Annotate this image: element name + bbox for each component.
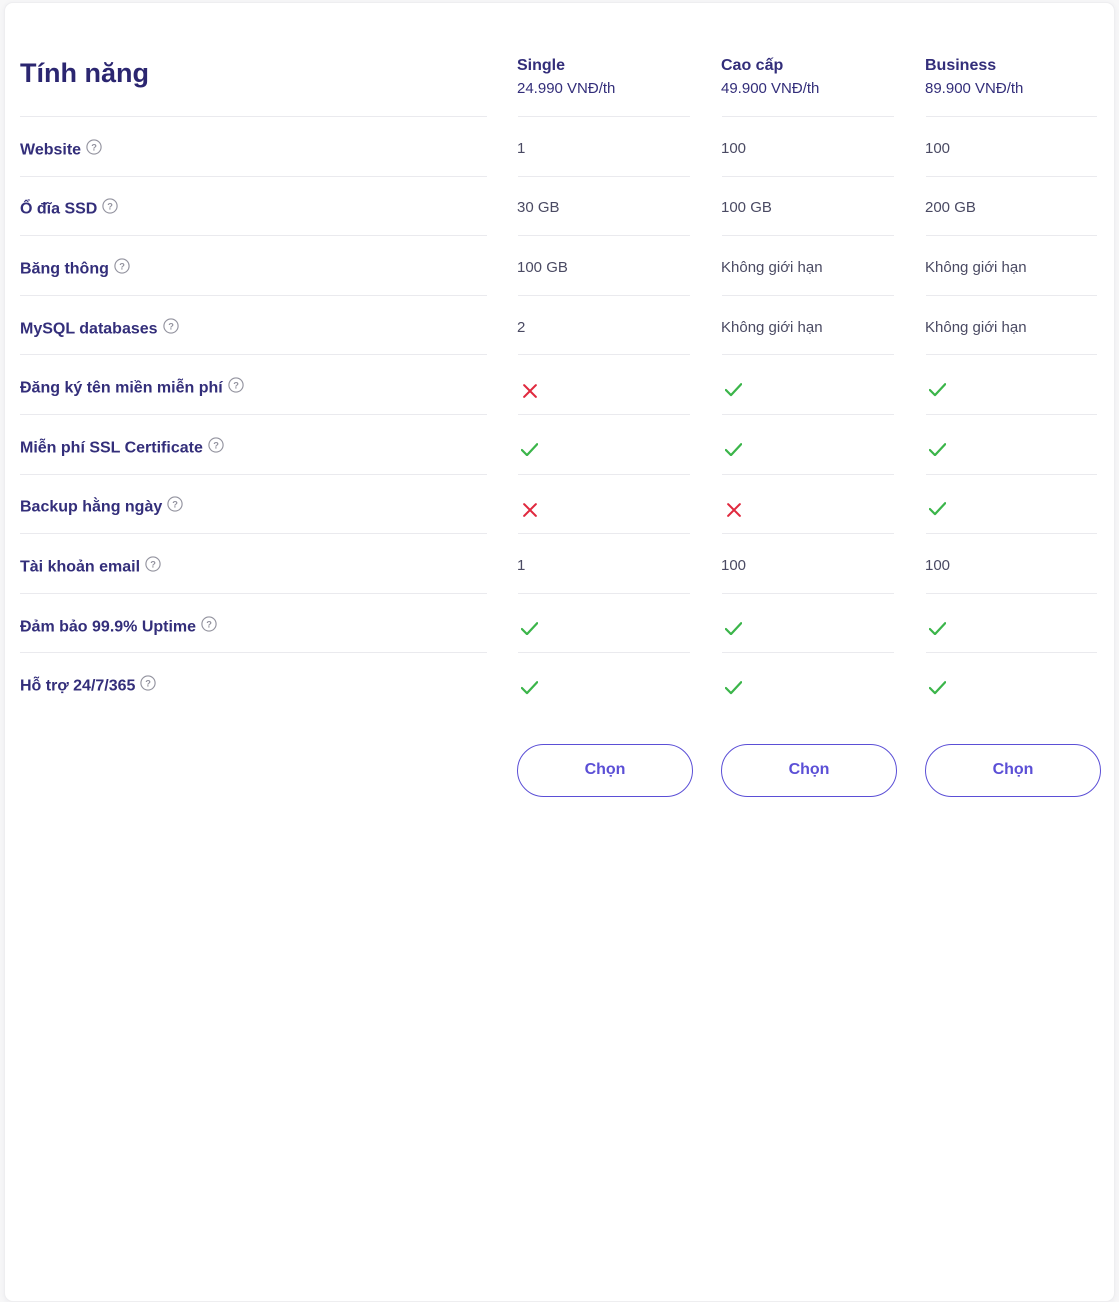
svg-text:?: ? (108, 202, 114, 212)
svg-text:?: ? (119, 261, 125, 271)
svg-text:?: ? (173, 500, 179, 510)
svg-text:?: ? (168, 321, 174, 331)
svg-text:?: ? (233, 381, 239, 391)
svg-text:?: ? (206, 619, 212, 629)
svg-text:?: ? (213, 440, 219, 450)
svg-text:?: ? (91, 142, 97, 152)
svg-text:?: ? (150, 559, 156, 569)
svg-text:?: ? (146, 679, 152, 689)
